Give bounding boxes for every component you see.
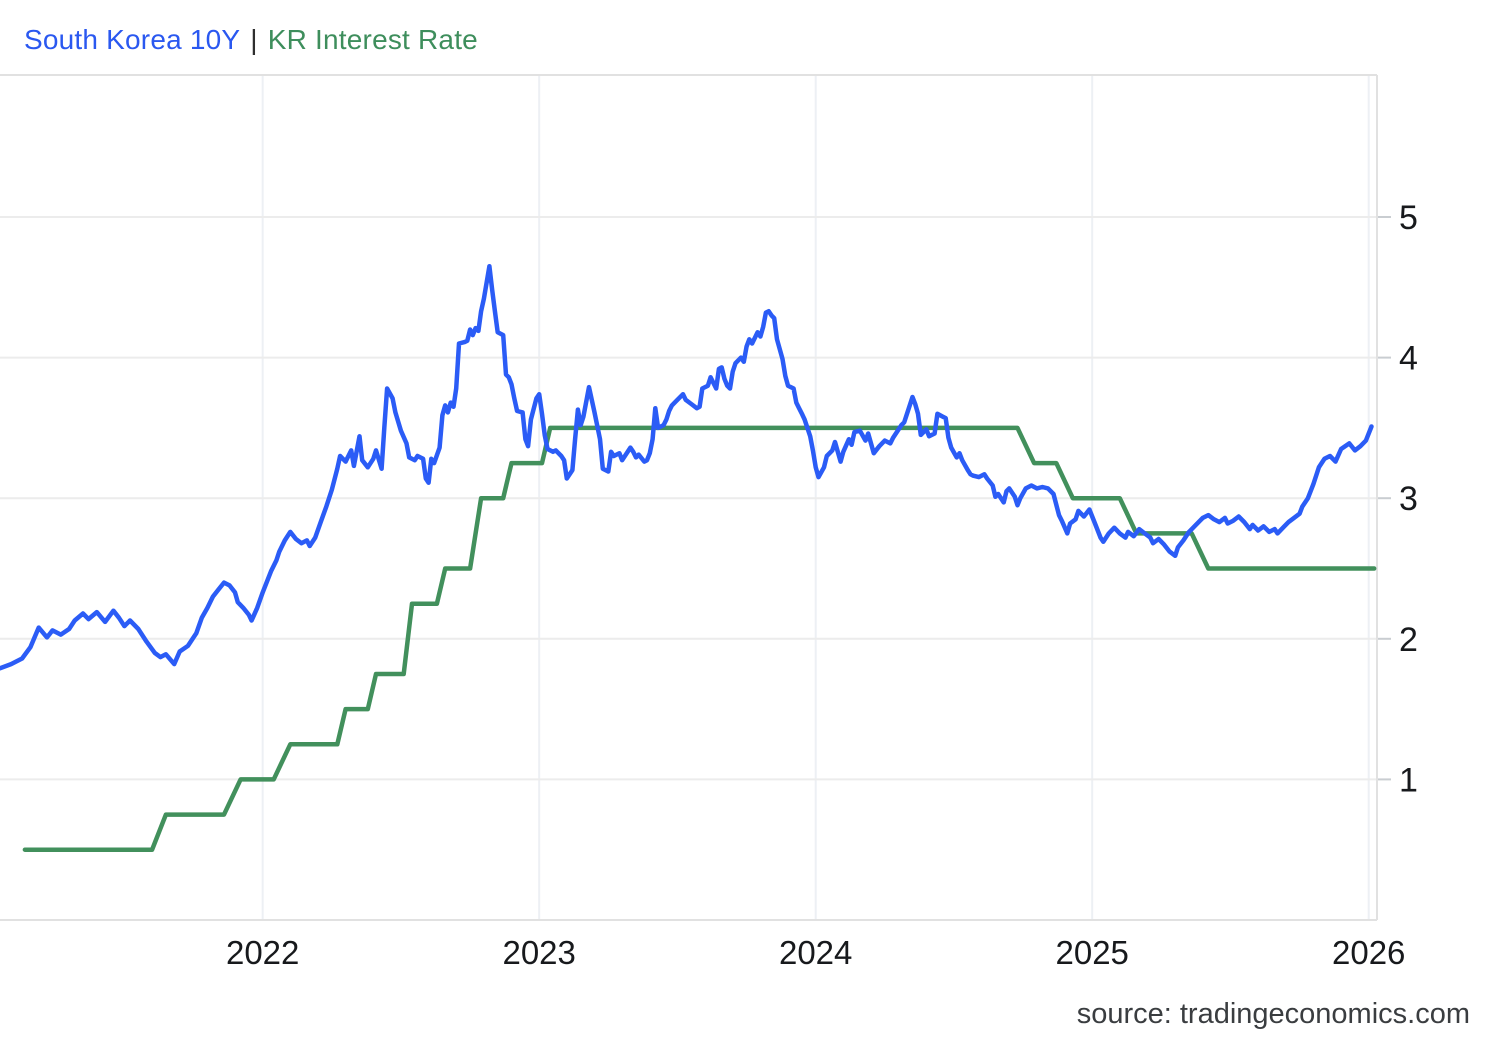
y-axis-label: 2 — [1399, 621, 1418, 659]
x-axis-label: 2025 — [1055, 934, 1128, 971]
series-label-kr-interest-rate[interactable]: KR Interest Rate — [267, 24, 478, 55]
chart-title: South Korea 10Y | KR Interest Rate — [24, 24, 478, 56]
kr-interest-rate-line — [22, 425, 1377, 852]
y-axis-label: 1 — [1399, 761, 1418, 799]
x-axis-label: 2022 — [226, 934, 299, 971]
y-axis-label: 3 — [1399, 480, 1418, 518]
y-axis-label: 5 — [1399, 199, 1418, 237]
title-separator: | — [250, 24, 258, 55]
source-link[interactable]: source: tradingeconomics.com — [1076, 998, 1470, 1030]
y-axis-label: 4 — [1399, 340, 1418, 378]
x-axis-label: 2023 — [502, 934, 575, 971]
x-axis-label: 2024 — [779, 934, 852, 971]
south-korea-10y-line — [0, 263, 1374, 671]
series-label-south-korea-10y[interactable]: South Korea 10Y — [24, 24, 241, 55]
x-axis-label: 2026 — [1332, 934, 1405, 971]
